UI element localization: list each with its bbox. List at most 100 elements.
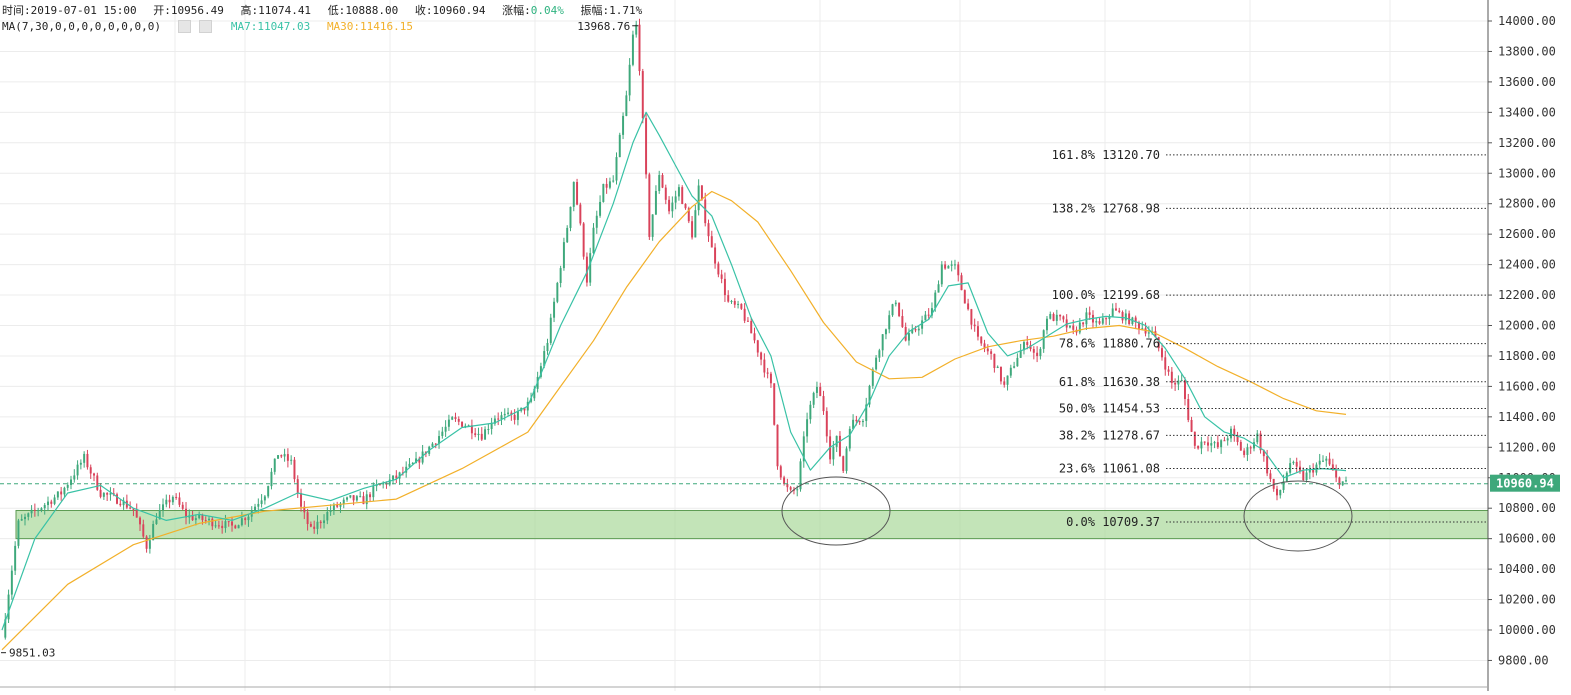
candle-body	[677, 187, 680, 197]
settings-icon[interactable]	[177, 19, 191, 33]
candle-body	[990, 351, 993, 354]
candle-body	[244, 518, 247, 521]
candle-body	[970, 309, 973, 325]
candle-body	[549, 317, 552, 343]
candle-body	[4, 619, 7, 638]
candle-body	[730, 301, 733, 303]
candle-body	[825, 411, 828, 437]
candle-body	[1174, 383, 1177, 385]
candle-body	[654, 190, 657, 215]
candle-body	[1279, 489, 1282, 496]
candle-body	[257, 503, 260, 507]
candle-body	[168, 499, 171, 503]
price-axis-label: 13400.00	[1498, 105, 1556, 119]
candle-body	[1325, 458, 1328, 461]
candle-body	[109, 493, 112, 495]
candle-body	[451, 417, 454, 420]
candle-body	[707, 223, 710, 237]
candle-body	[789, 487, 792, 490]
candle-body	[1009, 367, 1012, 376]
candle-body	[783, 477, 786, 484]
candle-body	[303, 506, 306, 513]
candle-body	[56, 491, 59, 498]
candle-body	[1305, 472, 1308, 481]
candle-body	[487, 428, 490, 430]
candle-body	[30, 509, 33, 514]
highlight-ellipse	[781, 476, 891, 546]
candle-body	[674, 196, 677, 203]
candle-body	[162, 504, 165, 511]
candle-body	[17, 520, 20, 546]
fib-level-label: 0.0% 10709.37	[1066, 515, 1160, 529]
candle-body	[93, 473, 95, 476]
candle-body	[546, 342, 549, 352]
candle-body	[1239, 441, 1242, 451]
candle-body	[191, 515, 194, 521]
candle-body	[1246, 447, 1249, 455]
price-axis-bg	[1488, 0, 1571, 691]
candle-body	[194, 518, 197, 521]
close-icon[interactable]	[199, 19, 213, 33]
candle-body	[53, 497, 56, 504]
candle-body	[27, 513, 30, 517]
candle-body	[625, 95, 628, 116]
candle-body	[944, 264, 947, 269]
candle-body	[595, 215, 598, 228]
candle-body	[20, 519, 23, 521]
candle-body	[503, 413, 506, 416]
change-info: 涨幅:0.04%	[502, 4, 564, 17]
candle-body	[214, 525, 217, 527]
candle-body	[441, 431, 444, 437]
candle-body	[201, 514, 204, 521]
candle-body	[796, 489, 799, 491]
candle-body	[999, 366, 1002, 382]
candle-body	[868, 385, 871, 405]
candle-body	[405, 466, 408, 473]
candle-body	[1016, 357, 1019, 367]
candle-body	[1266, 456, 1269, 474]
candle-body	[247, 516, 250, 521]
candle-body	[1068, 325, 1071, 328]
candle-body	[1243, 450, 1246, 455]
candle-body	[891, 304, 894, 316]
candle-body	[1026, 342, 1029, 345]
candle-body	[694, 210, 697, 238]
candle-body	[1200, 441, 1203, 449]
candle-body	[700, 185, 703, 200]
price-axis-label: 11800.00	[1498, 349, 1556, 363]
candle-body	[973, 324, 976, 327]
candle-body	[415, 458, 418, 464]
candle-body	[947, 265, 950, 269]
candle-body	[904, 326, 907, 341]
candle-body	[484, 429, 487, 440]
candle-body	[1055, 314, 1058, 321]
time-info: 时间:2019-07-01 15:00	[2, 4, 137, 17]
candle-body	[592, 227, 595, 254]
candle-body	[835, 435, 838, 447]
candle-body	[875, 357, 878, 370]
price-axis-label: 13600.00	[1498, 75, 1556, 89]
candle-body	[96, 475, 99, 490]
fib-level-label: 50.0% 11454.53	[1059, 402, 1160, 416]
candle-body	[1289, 463, 1292, 473]
candle-body	[1013, 366, 1016, 368]
candle-body	[572, 181, 575, 207]
candle-body	[720, 274, 723, 279]
candle-body	[1272, 478, 1275, 489]
candle-body	[687, 208, 690, 222]
candle-body	[750, 320, 753, 334]
candle-body	[658, 175, 661, 191]
candle-body	[993, 353, 996, 368]
candle-body	[411, 463, 414, 465]
candle-body	[983, 343, 986, 349]
price-axis-label: 13200.00	[1498, 136, 1556, 150]
candle-body	[346, 497, 349, 500]
candle-body	[464, 425, 467, 427]
candle-body	[306, 512, 309, 524]
candle-body	[178, 497, 181, 505]
candle-body	[171, 496, 174, 503]
candle-body	[24, 516, 26, 520]
candle-body	[447, 419, 450, 427]
fib-level-label: 61.8% 11630.38	[1059, 375, 1160, 389]
low-info: 低:10888.00	[327, 4, 399, 17]
